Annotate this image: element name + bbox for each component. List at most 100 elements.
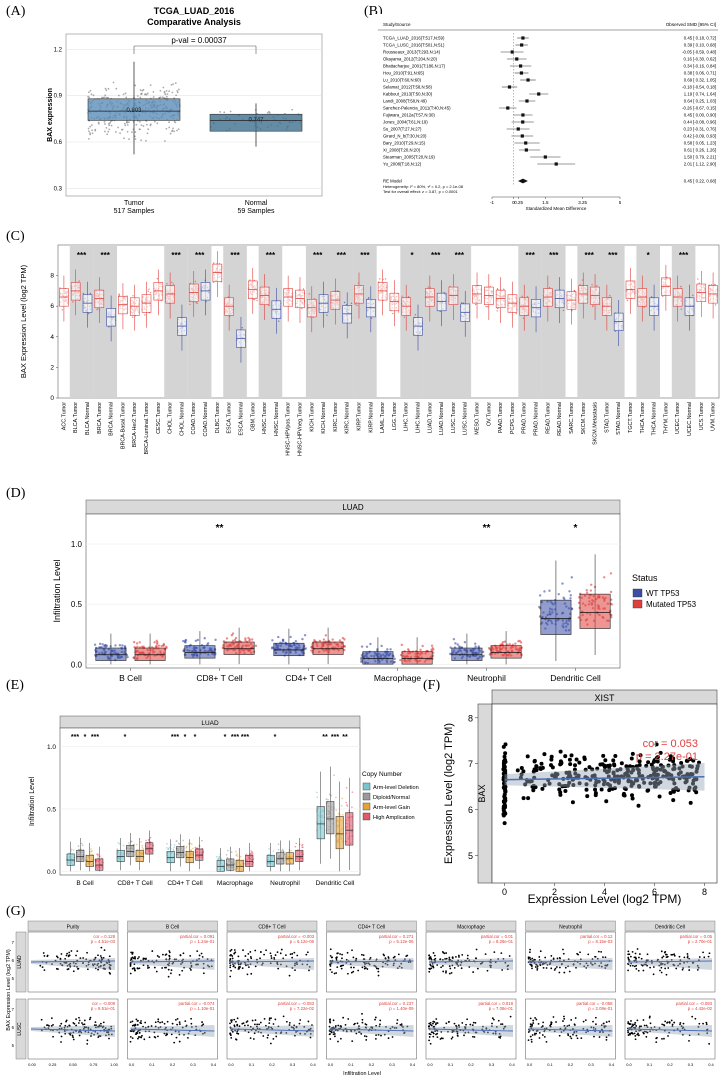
data-point <box>100 946 103 949</box>
box <box>235 859 244 872</box>
sample-point <box>156 122 159 125</box>
x-tick-label: THYM.Tumor <box>663 402 669 434</box>
sample-point <box>116 848 118 850</box>
x-tick-label: 1.5 <box>542 200 549 205</box>
sample-point <box>643 306 645 308</box>
data-point <box>688 800 693 805</box>
sample-point <box>161 96 164 99</box>
sample-point <box>278 320 280 322</box>
sample-point <box>96 308 98 311</box>
sample-point <box>609 590 613 594</box>
y-axis-label: Infiltration Level <box>29 777 36 826</box>
y-tick-label: 7 <box>12 940 15 945</box>
study-name: TCGA_LUAD_2016(T:517,N:59) <box>383 36 445 41</box>
sample-point <box>168 126 171 129</box>
x-tick-label: BRCA.Normal <box>109 402 115 436</box>
sample-point <box>282 850 285 852</box>
data-point <box>502 805 507 810</box>
significance-mark: *** <box>584 251 594 260</box>
sample-point <box>368 297 370 299</box>
data-point <box>531 788 536 793</box>
sample-point <box>338 639 342 642</box>
data-point <box>60 1041 62 1043</box>
box <box>184 645 216 659</box>
sample-point <box>680 308 683 310</box>
column-strip-label: Purity <box>67 925 80 931</box>
box <box>135 849 144 862</box>
x-tick-label: 0 <box>502 887 507 897</box>
sample-point <box>568 590 571 593</box>
sample-point <box>90 93 93 96</box>
x-tick-label: KIRC.Normal <box>345 402 351 434</box>
sample-point <box>163 91 166 94</box>
sample-point <box>125 96 128 99</box>
sample-point <box>126 124 129 126</box>
forest-bg <box>372 14 722 226</box>
y-tick-label: 0.6 <box>54 140 63 146</box>
data-point <box>619 761 624 766</box>
sample-point <box>103 120 106 123</box>
row-strip-label: BAX <box>477 784 487 802</box>
box <box>85 854 94 867</box>
sample-point <box>132 640 136 644</box>
box <box>66 853 75 866</box>
box <box>540 599 572 635</box>
sample-point <box>356 304 358 306</box>
sample-point <box>171 91 174 94</box>
sample-point <box>341 797 344 800</box>
sample-point <box>303 634 307 637</box>
data-point <box>605 763 610 768</box>
sample-point <box>335 796 337 799</box>
sample-point <box>112 81 115 84</box>
sample-point <box>350 302 353 305</box>
sample-point <box>157 644 161 647</box>
sample-point <box>139 120 141 123</box>
sample-point <box>291 108 294 111</box>
sample-point <box>585 588 589 592</box>
sample-point <box>225 637 229 640</box>
sample-point <box>570 576 574 579</box>
data-point <box>50 1017 53 1020</box>
sample-point <box>173 130 176 133</box>
sample-point <box>680 285 682 288</box>
sample-point <box>360 645 364 648</box>
significance-mark: * <box>274 734 277 741</box>
data-point <box>72 1038 75 1041</box>
data-point <box>637 763 642 768</box>
significance-mark: ** <box>322 734 328 741</box>
sample-point <box>117 126 119 129</box>
sample-point <box>108 326 110 328</box>
sample-point <box>333 774 335 776</box>
sample-point <box>407 296 410 298</box>
panel-label-c: (C) <box>6 229 25 244</box>
sample-point <box>196 638 200 642</box>
study-name: TCGA_LUSC_2016(T:501,N:51) <box>383 43 445 48</box>
data-point <box>99 955 102 957</box>
x-tick-label: Neutrophil <box>467 673 506 683</box>
study-ci: 0.38 [ 0.06, 0.71] <box>684 71 716 76</box>
sample-point <box>379 278 381 280</box>
data-point <box>70 950 73 952</box>
box <box>579 593 611 629</box>
sample-point <box>514 642 517 645</box>
x-tick-label: CD4+ T Cell <box>167 880 203 887</box>
smd-marker <box>506 106 510 110</box>
sample-point <box>562 596 565 599</box>
chart-subtitle: Comparative Analysis <box>147 17 241 27</box>
sample-point <box>236 853 238 856</box>
data-point <box>585 794 590 799</box>
sample-point <box>569 597 572 600</box>
y-tick-label: 0.5 <box>71 600 83 609</box>
study-ci: -0.26 [-0.67, 0.15] <box>682 106 716 111</box>
x-tick-label: B Cell <box>76 880 94 887</box>
median-label: 0.747 <box>248 117 264 123</box>
x-tick-label: KIRP.Normal <box>368 402 374 433</box>
x-tick-label: PRAD.Normal <box>534 402 540 436</box>
sample-point <box>250 850 253 852</box>
smd-marker <box>510 50 514 54</box>
x-tick-label: CD8+ T Cell <box>117 880 153 887</box>
sample-point <box>569 594 572 597</box>
sample-point <box>134 84 137 87</box>
y-tick-label: 0.9 <box>54 94 63 100</box>
